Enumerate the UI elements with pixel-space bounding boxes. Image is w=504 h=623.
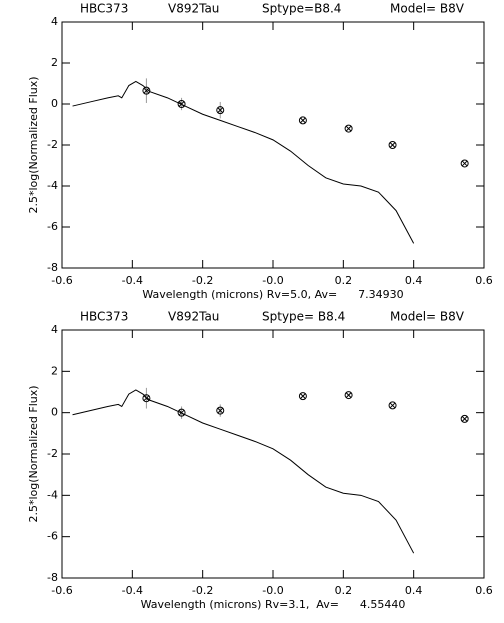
data-point <box>460 414 469 423</box>
marker-circle <box>388 141 397 149</box>
y-tick-label: 2 <box>51 56 58 69</box>
chart: HBC373 V892Tau Sptype= B8.4 Model= B8V Wavel… <box>27 310 493 612</box>
marker-circle <box>298 392 307 401</box>
marker-cross <box>143 395 150 402</box>
plot-frame <box>61 21 485 269</box>
x-tick-label: -0.2 <box>192 274 213 287</box>
marker-cross <box>217 407 224 414</box>
x-axis-label: Wavelength (microns) Rv=3.1, Av= 4.55440 <box>141 598 406 611</box>
x-tick-label: -0.4 <box>122 274 143 287</box>
marker-circle <box>388 401 397 410</box>
marker-circle <box>142 86 151 95</box>
y-tick-label: -8 <box>47 571 58 584</box>
y-tick-label: -6 <box>47 220 58 233</box>
x-tick-label: -0.6 <box>51 274 72 287</box>
marker-cross <box>143 87 150 94</box>
marker-circle <box>460 159 469 168</box>
x-tick-label: 0.6 <box>475 584 493 597</box>
data-point <box>298 392 307 401</box>
data-point <box>344 391 353 400</box>
marker-circle <box>177 408 186 417</box>
model-line <box>72 389 415 554</box>
y-tick-label: -4 <box>47 488 58 501</box>
y-tick-label: 4 <box>51 15 58 28</box>
x-tick-label: 0.4 <box>405 584 423 597</box>
marker-cross <box>345 125 352 132</box>
marker-circle <box>216 106 225 115</box>
x-tick-label: -0.6 <box>51 584 72 597</box>
marker-cross <box>389 402 396 409</box>
y-tick-label: -6 <box>47 530 58 543</box>
marker-circle <box>344 124 353 133</box>
x-tick-label: 0.2 <box>335 274 353 287</box>
marker-circle <box>177 100 186 108</box>
marker-circle <box>142 394 151 403</box>
marker-circle <box>460 414 469 423</box>
data-point <box>388 401 397 410</box>
x-axis-label: Wavelength (microns) Rv=5.0, Av= 7.34930 <box>142 288 403 301</box>
chart-title: Sptype= B8.4 <box>262 310 345 324</box>
data-point <box>177 408 186 417</box>
data-point <box>344 124 353 133</box>
marker-cross <box>217 107 224 114</box>
marker-cross <box>345 392 352 398</box>
chart-title: Model= B8V <box>390 2 465 16</box>
x-tick-label: 0.2 <box>335 584 353 597</box>
data-point <box>460 159 469 168</box>
y-tick-label: 0 <box>51 97 58 110</box>
data-point <box>142 394 151 403</box>
y-tick-label: -8 <box>47 261 58 274</box>
chart-title: V892Tau <box>168 2 219 16</box>
data-point <box>216 406 225 415</box>
y-tick-label: 2 <box>51 364 58 377</box>
y-axis-label: 2.5*log(Normalized Flux) <box>27 76 40 213</box>
marker-cross <box>389 142 396 148</box>
chart: HBC373 V892Tau Sptype=B8.4 Model= B8V Wavele… <box>27 2 493 302</box>
marker-cross <box>461 416 468 422</box>
y-tick-label: -2 <box>47 447 58 460</box>
marker-cross <box>300 117 306 124</box>
model-line <box>72 80 415 244</box>
chart-title: V892Tau <box>168 310 219 324</box>
marker-cross <box>178 101 185 107</box>
y-tick-label: -2 <box>47 138 58 151</box>
data-point <box>388 141 397 149</box>
x-tick-label: -0.2 <box>192 584 213 597</box>
marker-circle <box>216 406 225 415</box>
chart-title: Sptype=B8.4 <box>262 2 341 16</box>
marker-circle <box>298 116 307 125</box>
y-tick-label: 4 <box>51 323 58 336</box>
marker-cross <box>300 393 306 399</box>
marker-cross <box>461 160 468 167</box>
x-tick-label: -0.4 <box>122 584 143 597</box>
marker-circle <box>344 391 353 400</box>
data-point <box>216 106 225 115</box>
data-point <box>142 86 151 95</box>
chart-title: HBC373 <box>80 2 128 16</box>
x-tick-label: 0.6 <box>475 274 493 287</box>
chart-title: HBC373 <box>80 310 128 324</box>
x-tick-label: -0.0 <box>262 584 283 597</box>
marker-cross <box>178 409 185 416</box>
x-tick-label: -0.0 <box>262 274 283 287</box>
data-point <box>177 100 186 108</box>
y-tick-label: 0 <box>51 406 58 419</box>
plot-frame <box>61 329 485 579</box>
y-axis-label: 2.5*log(Normalized Flux) <box>27 385 40 522</box>
data-point <box>298 116 307 125</box>
y-tick-label: -4 <box>47 179 58 192</box>
x-tick-label: 0.4 <box>405 274 423 287</box>
chart-title: Model= B8V <box>390 310 465 324</box>
